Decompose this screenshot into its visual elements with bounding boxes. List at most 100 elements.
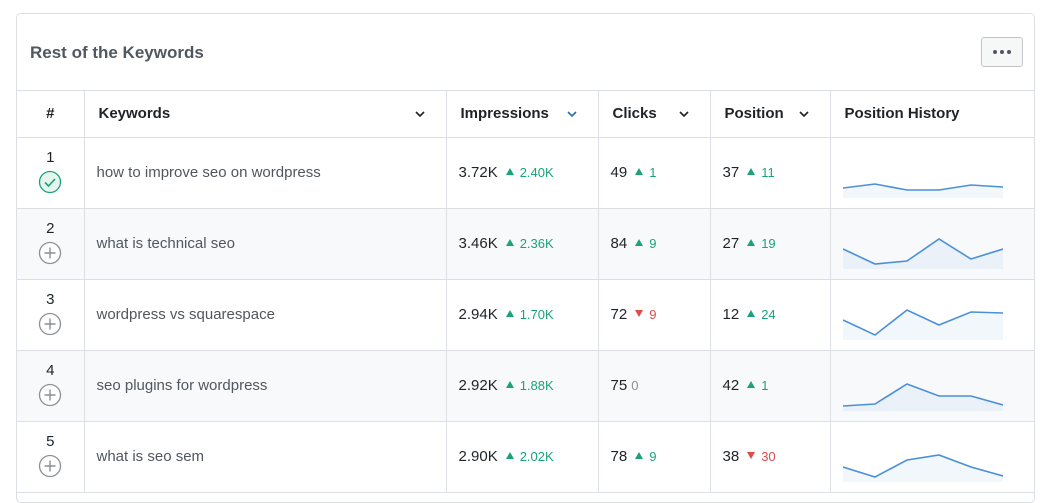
keyword-cell: how to improve seo on wordpress xyxy=(84,137,447,209)
chevron-down-icon[interactable] xyxy=(566,109,577,119)
column-header-clicks[interactable]: Clicks xyxy=(598,91,711,138)
column-header-number: # xyxy=(17,91,85,138)
clicks-value: 49 xyxy=(610,164,628,181)
more-options-button[interactable] xyxy=(981,37,1023,67)
impressions-value: 2.92K xyxy=(458,377,498,394)
row-number: 2 xyxy=(46,219,55,237)
table-row[interactable]: 5 what is seo sem 2.90K 2.02K 78 9 38 30 xyxy=(17,421,1034,493)
ellipsis-icon xyxy=(993,50,997,54)
row-number: 3 xyxy=(46,290,55,308)
triangle-up-icon xyxy=(505,310,514,318)
keyword-cell: seo plugins for wordpress xyxy=(84,350,447,422)
check-circle-icon[interactable] xyxy=(38,170,62,194)
row-number-cell: 1 xyxy=(17,137,85,209)
position-history-cell xyxy=(830,208,1034,280)
sparkline-line xyxy=(842,382,1003,407)
sparkline-line xyxy=(842,308,1003,336)
triangle-up-icon xyxy=(505,452,514,460)
impressions-delta: 2.40K xyxy=(519,165,554,180)
column-header-label: Impressions xyxy=(460,105,549,123)
position-change: 30 xyxy=(747,449,776,464)
position-delta: 19 xyxy=(761,236,776,251)
clicks-cell: 84 9 xyxy=(598,208,711,280)
plus-circle-icon[interactable] xyxy=(38,241,62,265)
position-history-sparkline xyxy=(842,308,1003,340)
keyword-text[interactable]: wordpress vs squarespace xyxy=(96,306,275,323)
clicks-delta: 9 xyxy=(649,307,657,322)
row-number: 1 xyxy=(46,148,55,166)
table-row[interactable]: 2 what is technical seo 3.46K 2.36K 84 9 27 19 xyxy=(17,208,1034,280)
triangle-up-icon xyxy=(505,239,514,247)
clicks-cell: 75 0 xyxy=(598,350,711,422)
impressions-cell: 3.72K 2.40K xyxy=(446,137,599,209)
keyword-cell: wordpress vs squarespace xyxy=(84,279,447,351)
keyword-text[interactable]: what is technical seo xyxy=(96,235,235,252)
card-title: Rest of the Keywords xyxy=(30,43,204,62)
impressions-change: 2.40K xyxy=(505,165,554,180)
plus-circle-icon[interactable] xyxy=(38,454,62,478)
chevron-down-icon[interactable] xyxy=(678,109,689,119)
plus-circle-icon[interactable] xyxy=(38,312,62,336)
table-header-row: # Keywords Impressions Clicks Position xyxy=(17,91,1034,138)
keyword-text[interactable]: what is seo sem xyxy=(96,448,205,465)
position-delta: 11 xyxy=(761,165,775,180)
position-history-cell xyxy=(830,421,1034,493)
position-cell: 38 30 xyxy=(710,421,831,493)
table-row[interactable]: 1 how to improve seo on wordpress 3.72K 2.4… xyxy=(17,137,1034,209)
impressions-change: 1.70K xyxy=(505,307,554,322)
impressions-cell: 3.46K 2.36K xyxy=(446,208,599,280)
impressions-change: 2.02K xyxy=(505,449,554,464)
position-value: 42 xyxy=(722,377,740,394)
triangle-up-icon xyxy=(747,239,756,247)
chevron-down-icon[interactable] xyxy=(798,109,809,119)
triangle-up-icon xyxy=(635,452,644,460)
clicks-delta: 9 xyxy=(649,449,657,464)
position-cell: 12 24 xyxy=(710,279,831,351)
clicks-change: 9 xyxy=(635,449,656,464)
impressions-change: 2.36K xyxy=(505,236,554,251)
row-number-cell: 3 xyxy=(17,279,85,351)
clicks-value: 78 xyxy=(610,448,628,465)
position-value: 37 xyxy=(722,164,740,181)
impressions-value: 2.90K xyxy=(458,448,498,465)
sparkline-area xyxy=(842,183,1003,198)
triangle-up-icon xyxy=(747,310,756,318)
plus-circle-icon[interactable] xyxy=(38,383,62,407)
table-row[interactable]: 4 seo plugins for wordpress 2.92K 1.88K 75 0 4… xyxy=(17,350,1034,422)
clicks-change: 1 xyxy=(635,165,656,180)
position-cell: 27 19 xyxy=(710,208,831,280)
position-value: 12 xyxy=(722,306,740,323)
impressions-delta: 1.70K xyxy=(519,307,554,322)
sparkline-line xyxy=(842,182,1003,191)
clicks-cell: 72 9 xyxy=(598,279,711,351)
column-header-impressions[interactable]: Impressions xyxy=(446,91,599,138)
triangle-up-icon xyxy=(635,239,644,247)
row-number: 4 xyxy=(46,361,55,379)
clicks-value: 84 xyxy=(610,235,628,252)
position-history-cell xyxy=(830,350,1034,422)
position-change: 1 xyxy=(747,378,768,393)
position-value: 38 xyxy=(722,448,740,465)
position-delta: 1 xyxy=(761,378,769,393)
keywords-table: # Keywords Impressions Clicks Position xyxy=(17,91,1034,493)
triangle-up-icon xyxy=(747,168,756,176)
position-change: 11 xyxy=(747,165,775,180)
column-header-keywords[interactable]: Keywords xyxy=(84,91,447,138)
position-value: 27 xyxy=(722,235,740,252)
chevron-down-icon[interactable] xyxy=(414,109,425,119)
clicks-value: 75 xyxy=(610,377,628,394)
clicks-cell: 78 9 xyxy=(598,421,711,493)
triangle-up-icon xyxy=(635,168,644,176)
keyword-text[interactable]: seo plugins for wordpress xyxy=(96,377,268,394)
table-row[interactable]: 3 wordpress vs squarespace 2.94K 1.70K 72 9 12… xyxy=(17,279,1034,351)
position-change: 19 xyxy=(747,236,776,251)
row-number-cell: 4 xyxy=(17,350,85,422)
keyword-text[interactable]: how to improve seo on wordpress xyxy=(96,164,321,181)
keyword-cell: what is technical seo xyxy=(84,208,447,280)
position-history-sparkline xyxy=(842,453,1003,482)
row-number-cell: 5 xyxy=(17,421,85,493)
impressions-delta: 2.02K xyxy=(519,449,554,464)
column-header-position[interactable]: Position xyxy=(710,91,831,138)
triangle-down-icon xyxy=(635,310,644,318)
clicks-cell: 49 1 xyxy=(598,137,711,209)
